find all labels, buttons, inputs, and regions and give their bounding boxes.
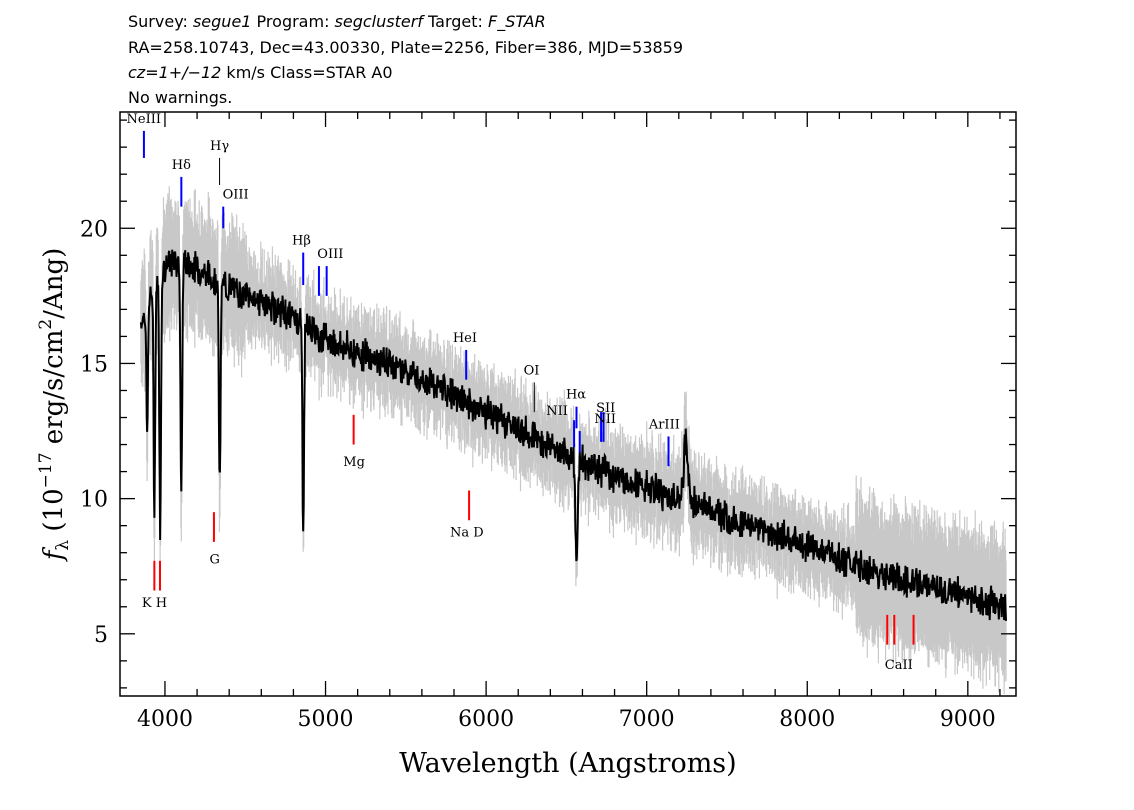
line-id-label: Hδ bbox=[172, 158, 191, 173]
line-id-label: OIII bbox=[317, 247, 343, 262]
y-tick-label: 15 bbox=[80, 352, 108, 377]
line-id-label: SII bbox=[596, 401, 615, 416]
line-id-label: NII bbox=[594, 412, 616, 427]
y-axis-label-open: (10 bbox=[39, 488, 69, 540]
y-axis-label-close: /Ang) bbox=[39, 248, 69, 319]
x-tick-label: 4000 bbox=[137, 707, 193, 732]
line-id-label: Hγ bbox=[210, 139, 229, 154]
x-tick-label: 6000 bbox=[458, 707, 514, 732]
line-id-label: CaII bbox=[885, 658, 913, 673]
line-id-label: NeIII bbox=[127, 112, 161, 127]
header-line-redshift: cz=1+/−12 km/s Class=STAR A0 bbox=[128, 63, 393, 82]
y-axis-label-sq: 2 bbox=[36, 319, 56, 330]
line-id-label: Mg bbox=[343, 455, 365, 470]
class-value: km/s Class=STAR A0 bbox=[221, 63, 393, 82]
survey-value: segue1 bbox=[192, 12, 252, 31]
header-line-coordinates: RA=258.10743, Dec=43.00330, Plate=2256, … bbox=[128, 38, 684, 57]
line-id-label: NII bbox=[546, 404, 568, 419]
y-tick-label: 10 bbox=[80, 488, 108, 513]
line-id-label: OI bbox=[524, 363, 540, 378]
tick-layer: 4000 5000 6000 7000 8000 9000 5 10 15 20 bbox=[80, 112, 1016, 732]
y-axis-label-sub: λ bbox=[53, 540, 73, 551]
line-id-label: G bbox=[210, 553, 220, 568]
line-id-label: ArIII bbox=[648, 417, 680, 432]
program-label: Program: bbox=[251, 12, 335, 31]
header-line-survey: Survey: segue1 Program: segclusterf Targ… bbox=[128, 12, 546, 31]
header-line-warnings: No warnings. bbox=[128, 88, 233, 107]
x-tick-label: 8000 bbox=[779, 707, 835, 732]
cz-value: cz=1+/−12 bbox=[128, 63, 222, 82]
y-axis-label-exp: −17 bbox=[36, 452, 56, 488]
line-id-label: Na D bbox=[450, 525, 484, 540]
line-id-label: Hα bbox=[566, 388, 586, 403]
target-value: F_STAR bbox=[488, 12, 546, 31]
survey-label: Survey: bbox=[128, 12, 193, 31]
target-label: Target: bbox=[422, 12, 488, 31]
line-id-label: OIII bbox=[223, 188, 249, 203]
y-axis-label: fλ (10−17 erg/s/cm2/Ang) bbox=[36, 248, 73, 563]
plot-frame bbox=[119, 111, 1017, 697]
line-id-label: K H bbox=[142, 596, 167, 611]
program-value: segclusterf bbox=[334, 12, 423, 31]
y-tick-label: 20 bbox=[80, 217, 108, 242]
x-tick-label: 9000 bbox=[940, 707, 996, 732]
x-tick-label: 7000 bbox=[619, 707, 675, 732]
y-axis-label-mid: erg/s/cm bbox=[39, 330, 69, 453]
line-id-label: Hβ bbox=[292, 233, 311, 248]
line-id-label: HeI bbox=[453, 331, 477, 346]
x-axis-label: Wavelength (Angstroms) bbox=[399, 748, 736, 779]
x-tick-label: 5000 bbox=[298, 707, 354, 732]
y-tick-label: 5 bbox=[94, 623, 108, 648]
